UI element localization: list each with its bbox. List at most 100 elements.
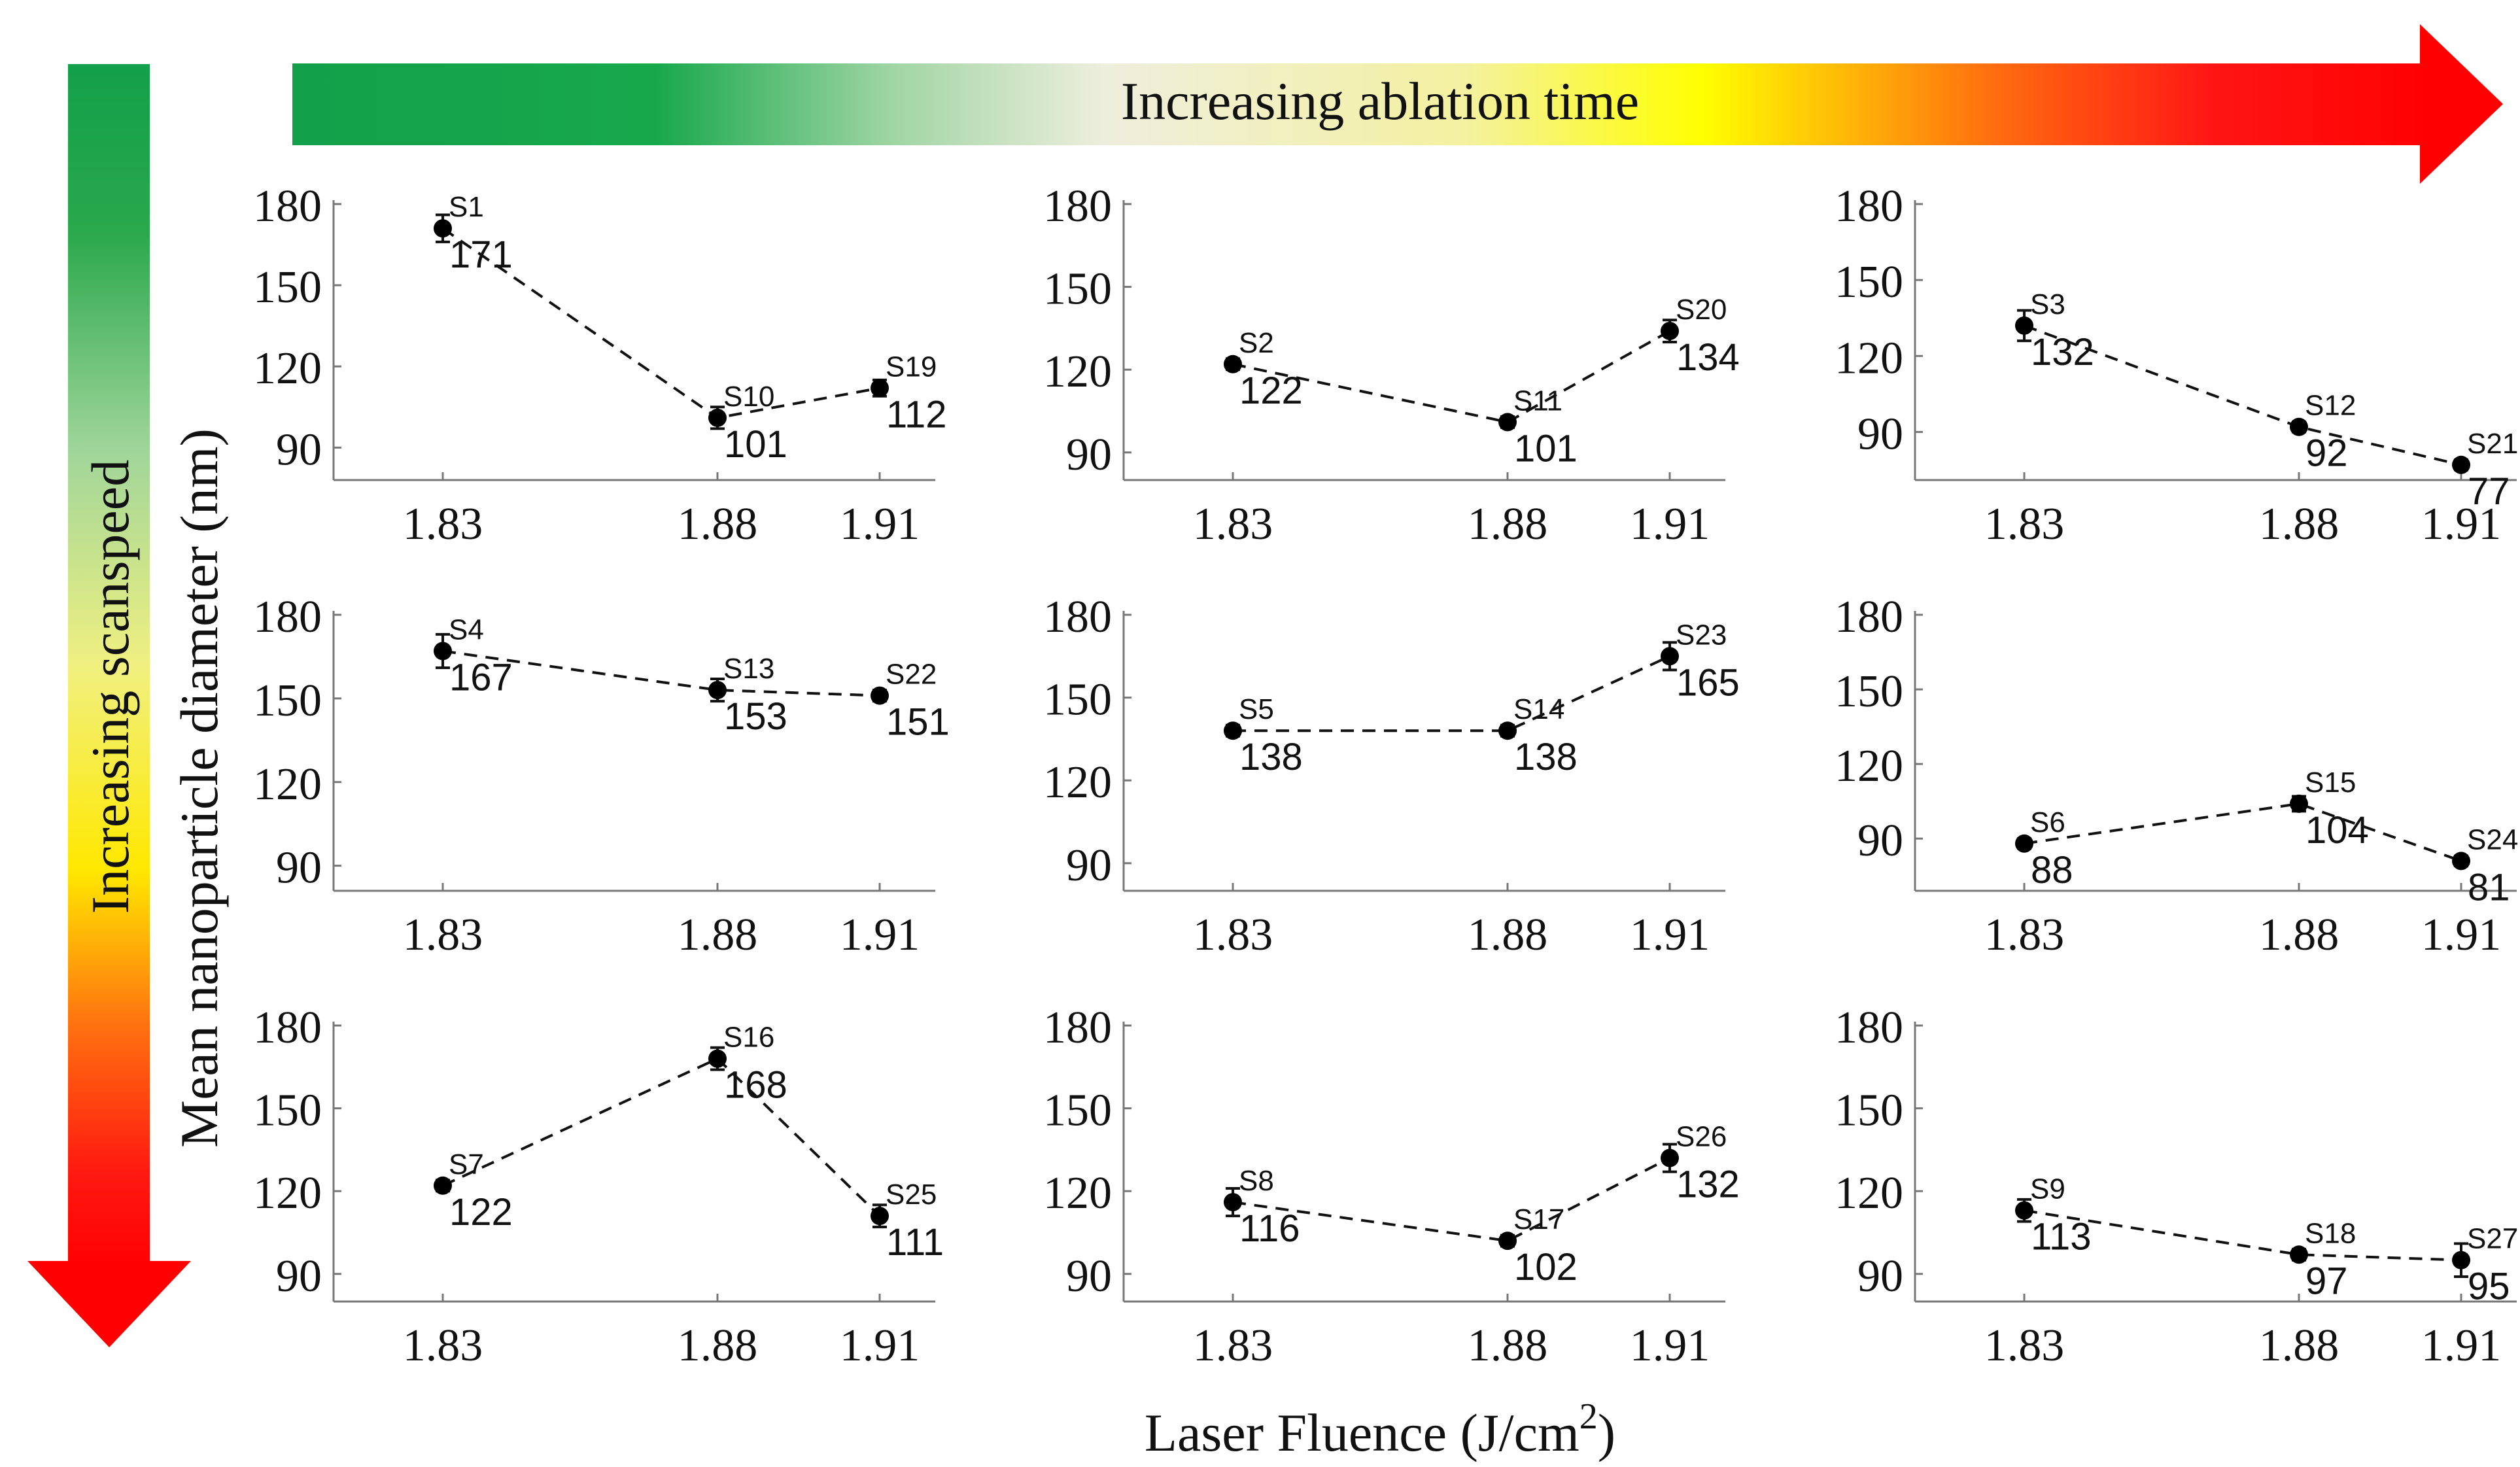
sample-label: S26 <box>1676 1121 1727 1153</box>
data-point <box>1224 721 1242 740</box>
value-label: 138 <box>1239 736 1303 778</box>
x-tick-label: 1.88 <box>2259 499 2339 549</box>
data-point <box>2015 1201 2033 1220</box>
sample-label: S17 <box>1513 1203 1564 1235</box>
y-tick-label: 90 <box>1857 1251 1903 1302</box>
data-point <box>871 1207 889 1226</box>
sample-label: S13 <box>723 653 774 685</box>
sample-label: S22 <box>886 659 937 691</box>
value-label: 113 <box>2031 1216 2091 1258</box>
x-axis-label-superscript: 2 <box>1579 1396 1598 1437</box>
x-tick-label: 1.83 <box>403 1320 483 1371</box>
y-tick-label: 150 <box>1835 666 1903 717</box>
y-tick-label: 180 <box>1043 181 1112 232</box>
value-label: 122 <box>449 1191 513 1234</box>
x-axis-label-close: ) <box>1598 1403 1615 1462</box>
x-tick-label: 1.88 <box>678 1320 758 1371</box>
value-label: 104 <box>2305 809 2369 852</box>
series-line <box>2024 1209 2462 1262</box>
sample-label: S15 <box>2305 767 2356 799</box>
sample-label: S11 <box>1513 385 1562 417</box>
y-tick-label: 90 <box>1066 840 1112 891</box>
y-tick-label: 150 <box>1043 1086 1112 1136</box>
data-point <box>2452 852 2470 871</box>
y-axis-label: Mean nanoparticle diameter (nm) <box>169 428 229 1148</box>
sample-label: S23 <box>1676 619 1727 651</box>
value-label: 151 <box>886 701 950 744</box>
chart-panel-row3-col1: 90 120 150 180 1.83 1.88 1.91 S7 122 S16 168 S25 111 <box>253 1003 944 1371</box>
sample-label: S2 <box>1239 327 1274 359</box>
y-tick-label: 90 <box>1857 816 1903 866</box>
y-tick-label: 120 <box>1043 757 1112 808</box>
y-tick-label: 180 <box>253 181 322 232</box>
chart-panel-row2-col1: 90 120 150 180 1.83 1.88 1.91 S4 167 S13 153 S22 151 <box>253 592 950 960</box>
value-label: 171 <box>449 233 513 276</box>
chart-panel-row3-col3: 90 120 150 180 1.83 1.88 1.91 S9 113 S18 97 S27 95 <box>1835 1003 2518 1371</box>
x-tick-label: 1.91 <box>2421 1320 2502 1371</box>
data-point <box>1498 413 1517 432</box>
data-point <box>434 1176 452 1195</box>
data-point <box>708 1049 727 1068</box>
x-axis-label: Laser Fluence (J/cm2) <box>1145 1396 1615 1462</box>
x-tick-label: 1.91 <box>1630 499 1710 549</box>
sample-label: S3 <box>2030 288 2065 320</box>
chart-panel-row2-col3: 90 120 150 180 1.83 1.88 1.91 S6 88 S15 104 S24 81 <box>1835 592 2518 960</box>
data-point <box>434 642 452 661</box>
x-tick-label: 1.83 <box>403 499 483 549</box>
series-line <box>442 649 880 697</box>
value-label: 116 <box>1239 1207 1300 1250</box>
data-point <box>871 686 889 705</box>
y-tick-label: 120 <box>253 1168 322 1218</box>
x-tick-label: 1.91 <box>840 1320 920 1371</box>
data-point <box>708 408 727 427</box>
y-tick-label: 180 <box>1835 1003 1903 1053</box>
y-tick-label: 150 <box>1043 264 1112 315</box>
data-point <box>2015 834 2033 853</box>
x-tick-label: 1.83 <box>1193 1320 1273 1371</box>
y-tick-label: 120 <box>1835 741 1903 791</box>
y-tick-label: 150 <box>1835 257 1903 307</box>
y-tick-label: 120 <box>1043 1168 1112 1218</box>
data-point <box>2290 794 2308 813</box>
data-point <box>871 379 889 398</box>
sample-label: S6 <box>2030 806 2065 838</box>
scanspeed-arrow-head <box>27 1261 191 1347</box>
x-axis-label-main: Laser Fluence (J/cm <box>1145 1403 1579 1462</box>
value-label: 168 <box>724 1064 787 1107</box>
value-label: 88 <box>2031 849 2073 891</box>
y-tick-label: 90 <box>276 843 322 893</box>
value-label: 153 <box>724 695 787 738</box>
data-point <box>1661 322 1679 341</box>
x-tick-label: 1.88 <box>2259 1320 2339 1371</box>
scanspeed-arrow-shaft <box>68 64 150 1268</box>
y-tick-label: 150 <box>253 262 322 313</box>
x-tick-label: 1.88 <box>678 910 758 960</box>
data-point <box>708 681 727 700</box>
value-label: 138 <box>1514 736 1578 778</box>
x-tick-label: 1.88 <box>1468 499 1548 549</box>
chart-panel-row1-col3: 90 120 150 180 1.83 1.88 1.91 S3 132 S12 92 S21 77 <box>1835 181 2518 549</box>
x-tick-label: 1.83 <box>1984 1320 2065 1371</box>
y-tick-label: 90 <box>1066 1251 1112 1302</box>
series-line <box>1232 1156 1670 1243</box>
x-tick-label: 1.91 <box>840 910 920 960</box>
x-tick-label: 1.88 <box>1468 1320 1548 1371</box>
y-tick-label: 90 <box>1066 430 1112 480</box>
x-tick-label: 1.91 <box>2421 910 2502 960</box>
value-label: 134 <box>1676 336 1740 379</box>
sample-label: S12 <box>2305 390 2356 422</box>
value-label: 81 <box>2468 866 2510 908</box>
value-label: 77 <box>2468 470 2510 513</box>
scanspeed-arrow: Increasing scanspeed <box>27 64 191 1347</box>
ablation-time-arrow: Increasing ablation time <box>292 24 2503 184</box>
value-label: 101 <box>1514 427 1578 470</box>
ablation-arrow-head <box>2420 24 2503 184</box>
chart-panel-row2-col2: 90 120 150 180 1.83 1.88 1.91 S5 138 S14 138 S23 165 <box>1043 592 1740 960</box>
x-tick-label: 1.91 <box>1630 910 1710 960</box>
sample-label: S9 <box>2030 1173 2065 1205</box>
value-label: 102 <box>1514 1246 1578 1288</box>
series-line <box>2024 802 2462 863</box>
sample-label: S14 <box>1513 693 1564 725</box>
sample-label: S25 <box>886 1179 937 1211</box>
